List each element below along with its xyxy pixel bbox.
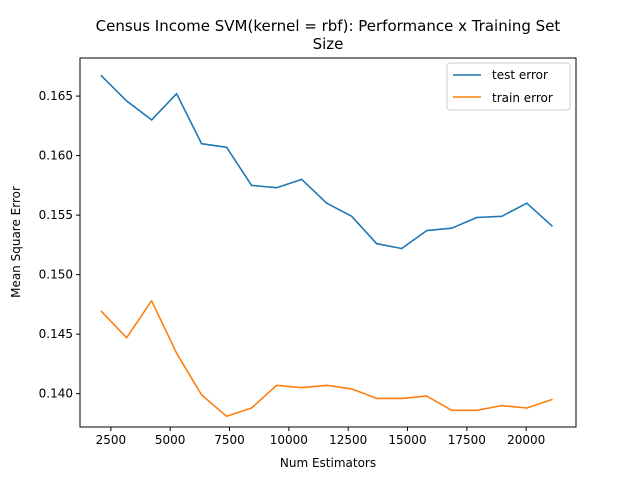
x-tick-label: 15000: [388, 433, 426, 447]
y-tick-label: 0.145: [39, 327, 73, 341]
data-point-train-error: [325, 384, 328, 387]
chart-title-line-2: Size: [313, 35, 344, 53]
data-point-test-error: [250, 184, 253, 187]
data-point-train-error: [526, 407, 528, 409]
y-axis-label: Mean Square Error: [9, 186, 23, 298]
data-point-train-error: [100, 310, 103, 313]
data-point-test-error: [300, 178, 303, 181]
data-point-test-error: [476, 216, 478, 219]
x-tick-label: 20000: [507, 433, 545, 447]
data-point-test-error: [526, 202, 528, 204]
data-point-test-error: [275, 186, 278, 189]
data-point-test-error: [450, 227, 453, 229]
y-tick-label: 0.140: [39, 387, 73, 401]
data-point-test-error: [425, 229, 428, 232]
x-tick-label: 2500: [96, 433, 127, 447]
data-point-test-error: [125, 100, 128, 102]
x-tick-label: 17500: [448, 433, 486, 447]
y-tick-label: 0.155: [39, 208, 73, 222]
data-point-train-error: [450, 409, 453, 412]
data-point-train-error: [375, 397, 378, 400]
x-axis-label: Num Estimators: [280, 456, 376, 470]
legend: test error train error: [446, 62, 571, 111]
data-point-test-error: [200, 142, 203, 145]
data-point-test-error: [225, 146, 228, 149]
data-point-train-error: [425, 395, 428, 397]
x-tick-label: 10000: [270, 433, 308, 447]
y-axis-ticks: 0.140 0.145 0.150 0.155 0.160 0.165: [39, 89, 80, 401]
data-point-train-error: [350, 388, 353, 390]
data-point-train-error: [275, 384, 278, 387]
plot-frame: [79, 57, 577, 428]
data-point-train-error: [125, 336, 128, 339]
data-point-train-error: [225, 415, 228, 418]
series-layer: [100, 74, 553, 418]
plot-area: 2500 5000 7500 10000 12500 15000 17500 20000 0.…: [39, 57, 577, 447]
data-point-train-error: [300, 386, 303, 389]
data-point-test-error: [501, 215, 503, 218]
y-tick-label: 0.165: [39, 89, 73, 103]
data-point-test-error: [375, 242, 378, 245]
data-point-train-error: [551, 398, 553, 401]
x-tick-label: 5000: [155, 433, 186, 447]
data-point-test-error: [100, 75, 103, 77]
data-point-train-error: [476, 409, 478, 412]
chart-title-line-1: Census Income SVM(kernel = rbf): Perform…: [96, 17, 561, 35]
data-point-train-error: [400, 397, 403, 400]
data-point-train-error: [200, 394, 203, 396]
legend-label-test-error: test error: [492, 68, 548, 82]
data-point-test-error: [551, 225, 553, 227]
data-point-test-error: [400, 247, 403, 250]
data-point-train-error: [250, 407, 253, 409]
data-point-train-error: [501, 404, 503, 407]
x-axis-ticks: 2500 5000 7500 10000 12500 15000 17500 20000: [96, 427, 545, 447]
y-tick-label: 0.160: [39, 149, 73, 163]
data-point-test-error: [150, 119, 153, 121]
x-tick-label: 7500: [214, 433, 245, 447]
y-tick-label: 0.150: [39, 268, 73, 282]
data-point-test-error: [350, 215, 353, 218]
data-point-test-error: [325, 202, 328, 204]
data-point-test-error: [175, 92, 178, 95]
legend-label-train-error: train error: [492, 91, 553, 105]
x-tick-label: 12500: [329, 433, 367, 447]
data-point-train-error: [150, 300, 153, 302]
data-point-train-error: [175, 352, 178, 355]
